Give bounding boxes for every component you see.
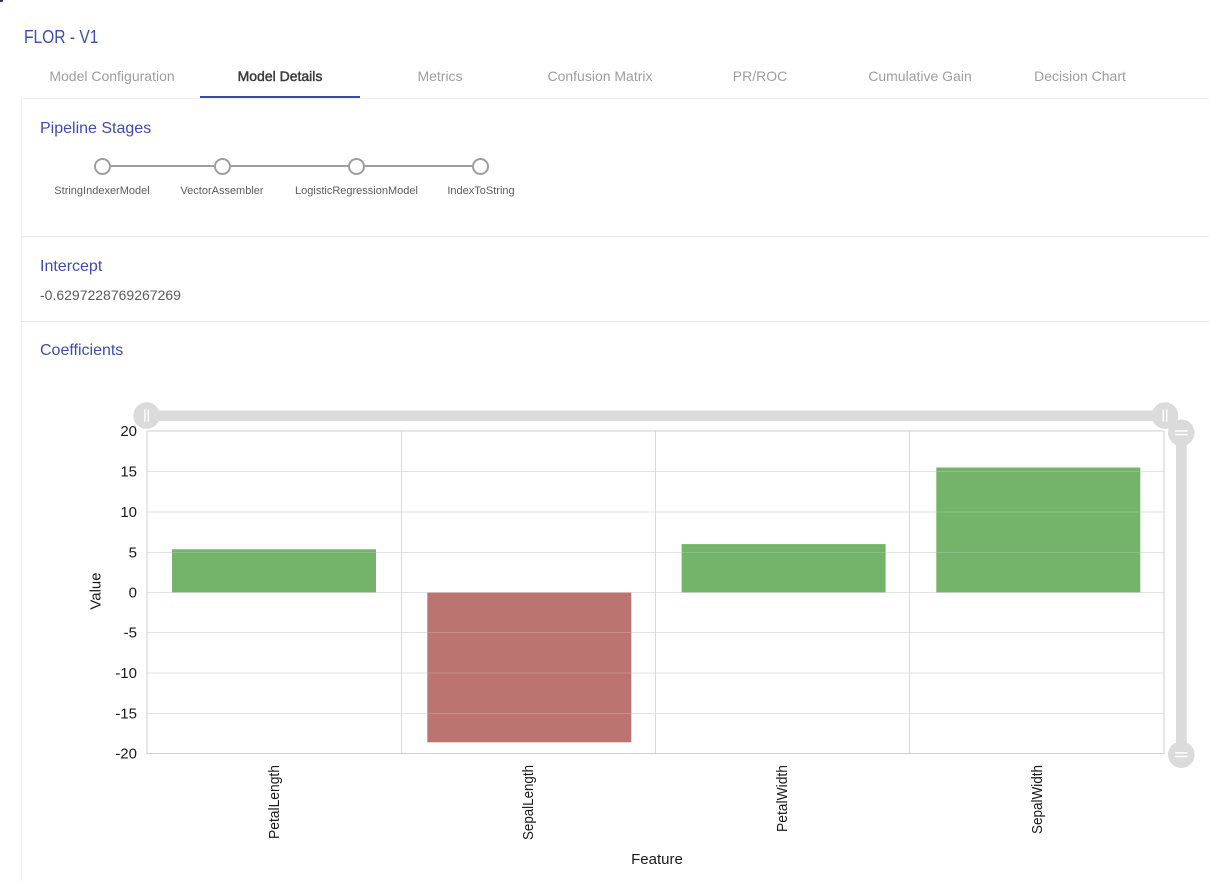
svg-text:-20: -20 [115,746,137,763]
svg-text:-15: -15 [115,706,137,723]
svg-text:-10: -10 [115,665,137,682]
svg-text:Value: Value [88,572,105,609]
svg-text:PetalWidth: PetalWidth [774,765,791,832]
svg-text:10: 10 [120,504,137,521]
svg-text:SepalWidth: SepalWidth [1029,765,1046,834]
svg-text:0: 0 [129,585,137,602]
svg-text:5: 5 [129,545,137,562]
svg-text:15: 15 [120,464,137,481]
svg-text:PetalLength: PetalLength [266,765,283,839]
svg-text:Feature: Feature [631,851,683,868]
svg-text:-5: -5 [124,625,137,642]
svg-text:SepalLength: SepalLength [520,765,537,840]
svg-text:20: 20 [120,423,137,440]
